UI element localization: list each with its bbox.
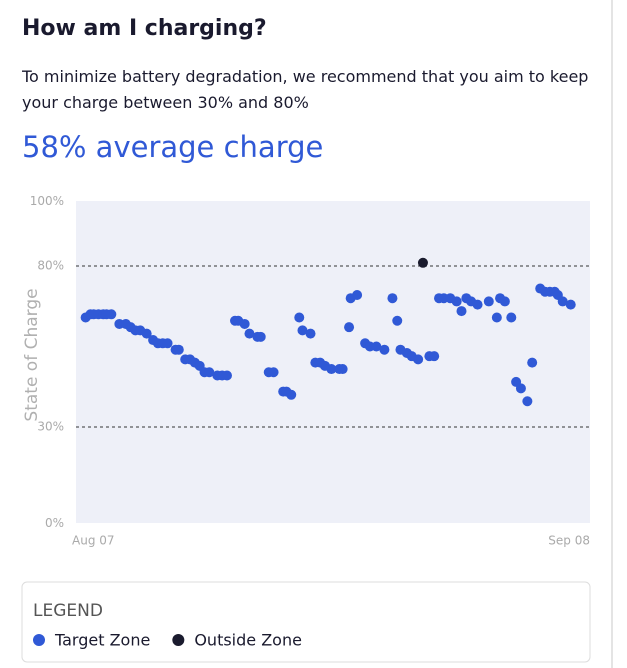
- legend-label: Outside Zone: [194, 631, 302, 650]
- data-point: [286, 389, 297, 400]
- data-point: [305, 328, 316, 339]
- data-point: [483, 296, 494, 307]
- data-point: [294, 312, 305, 323]
- data-point: [429, 351, 440, 362]
- legend-marker: [33, 634, 45, 646]
- data-point: [204, 367, 215, 378]
- plot-area: [76, 201, 590, 523]
- data-point: [451, 296, 462, 307]
- data-point: [515, 383, 526, 394]
- data-point: [499, 296, 510, 307]
- y-tick-label: 80%: [37, 259, 64, 273]
- y-tick-label: 30%: [37, 420, 64, 434]
- data-point: [371, 341, 382, 352]
- data-point: [506, 312, 517, 323]
- data-point: [268, 367, 279, 378]
- data-point: [344, 322, 355, 333]
- legend-marker: [172, 634, 185, 646]
- data-point: [255, 331, 266, 342]
- legend-box: [21, 581, 591, 663]
- data-point: [297, 325, 308, 336]
- data-point: [221, 370, 232, 381]
- data-point: [326, 364, 337, 375]
- y-tick-label: 100%: [30, 194, 64, 208]
- data-point: [456, 306, 467, 317]
- x-tick-label: Aug 07: [72, 534, 115, 548]
- data-point: [472, 299, 483, 310]
- data-point: [522, 396, 533, 407]
- title: How am I charging?: [22, 16, 267, 41]
- legend-label: Target Zone: [54, 631, 150, 650]
- data-point: [141, 328, 152, 339]
- x-tick-label: Sep 08: [548, 534, 590, 548]
- data-point: [387, 293, 398, 304]
- average: 58% average charge: [22, 130, 323, 164]
- legend-title: LEGEND: [33, 601, 103, 621]
- data-point: [565, 299, 576, 310]
- data-point: [352, 289, 363, 300]
- data-point: [337, 364, 348, 375]
- data-point: [417, 257, 428, 268]
- data-point: [106, 309, 117, 320]
- description: To minimize battery degradation, we reco…: [22, 67, 589, 112]
- y-tick-label: 0%: [45, 516, 64, 530]
- data-point: [392, 315, 403, 326]
- data-point: [491, 312, 502, 323]
- data-point: [379, 344, 390, 355]
- data-point: [527, 357, 538, 368]
- y-axis-label: State of Charge: [22, 288, 42, 421]
- data-point: [162, 338, 173, 349]
- description-box: To minimize battery degradation, we reco…: [22, 67, 589, 112]
- data-point: [244, 328, 255, 339]
- data-point: [413, 354, 424, 365]
- data-point: [557, 296, 568, 307]
- data-point: [239, 318, 250, 329]
- data-point: [173, 344, 184, 355]
